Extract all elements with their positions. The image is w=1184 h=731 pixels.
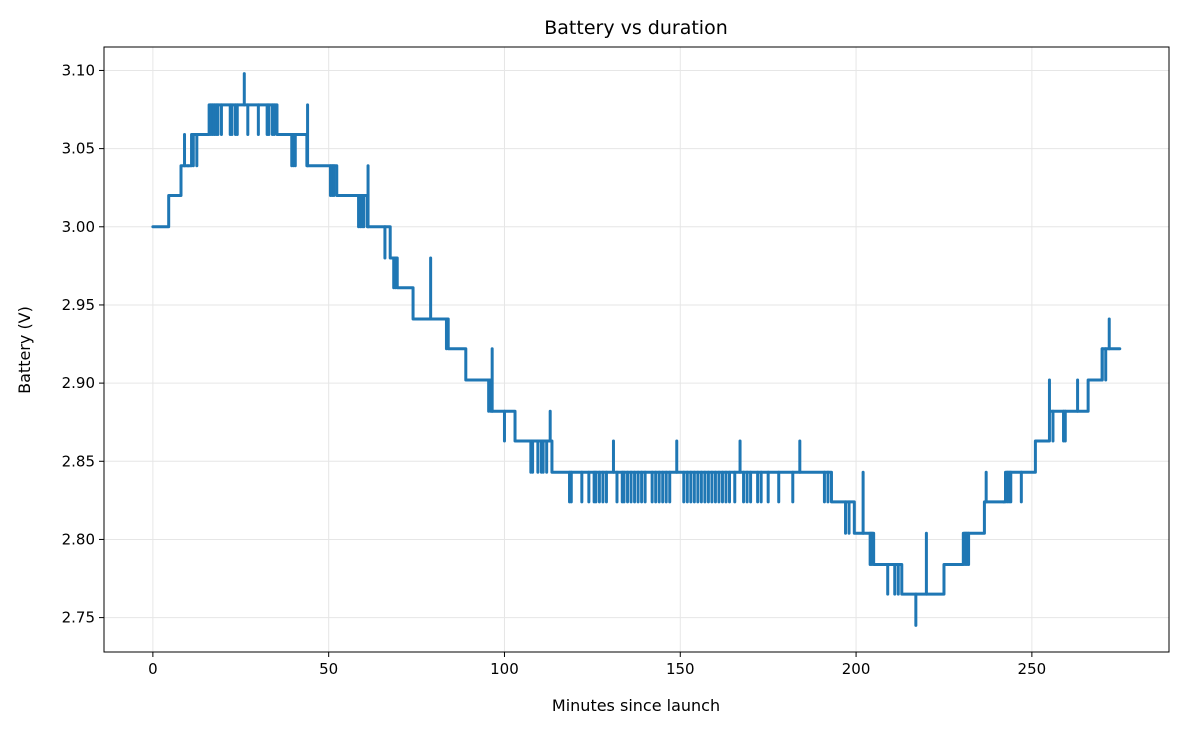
plot-frame — [103, 46, 1170, 653]
y-tick-label: 2.85 — [62, 452, 95, 470]
y-axis-label: Battery (V) — [15, 306, 34, 394]
y-tick-label: 2.80 — [62, 530, 95, 548]
y-tick-label: 2.95 — [62, 296, 95, 314]
y-tick-label: 3.00 — [62, 218, 95, 236]
y-tick-label: 2.75 — [62, 609, 95, 627]
chart-title: Battery vs duration — [544, 17, 728, 39]
x-tick-label: 200 — [842, 660, 871, 678]
x-tick-label: 250 — [1018, 660, 1047, 678]
x-tick-label: 0 — [148, 660, 158, 678]
y-tick-label: 2.90 — [62, 374, 95, 392]
x-tick-label: 100 — [490, 660, 519, 678]
ticks: 0 50 100 150 200 250 2.75 2.80 2.85 2.90 2.95 3.00 3… — [62, 61, 1047, 678]
y-tick-label: 3.05 — [62, 140, 95, 158]
series — [151, 72, 1122, 627]
grid — [104, 47, 1169, 652]
x-tick-label: 50 — [319, 660, 338, 678]
series-line — [151, 103, 1122, 596]
x-axis-label: Minutes since launch — [552, 696, 720, 715]
x-tick-label: 150 — [666, 660, 695, 678]
y-tick-label: 3.10 — [62, 61, 95, 79]
